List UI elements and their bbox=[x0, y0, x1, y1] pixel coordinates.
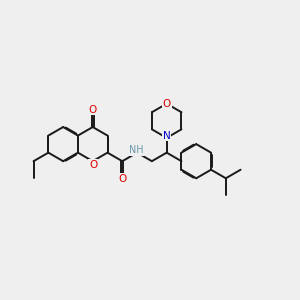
Text: O: O bbox=[118, 174, 126, 184]
Text: NH: NH bbox=[129, 145, 144, 155]
Text: O: O bbox=[88, 105, 97, 115]
Text: N: N bbox=[163, 130, 170, 141]
Text: O: O bbox=[163, 99, 171, 109]
Text: O: O bbox=[89, 160, 98, 170]
